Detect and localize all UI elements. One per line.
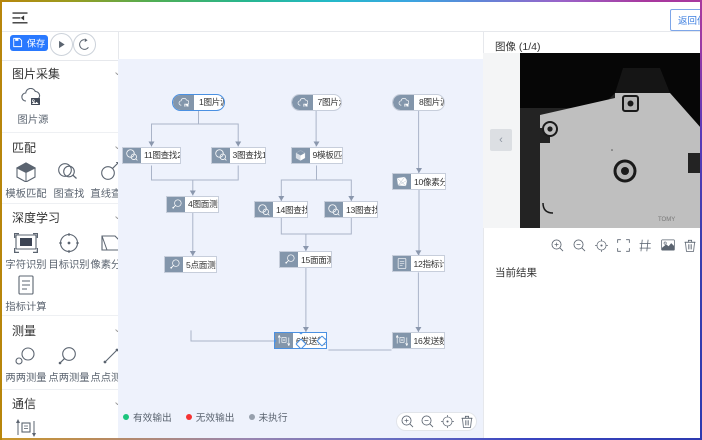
svg-text:TOMY: TOMY <box>658 217 675 223</box>
